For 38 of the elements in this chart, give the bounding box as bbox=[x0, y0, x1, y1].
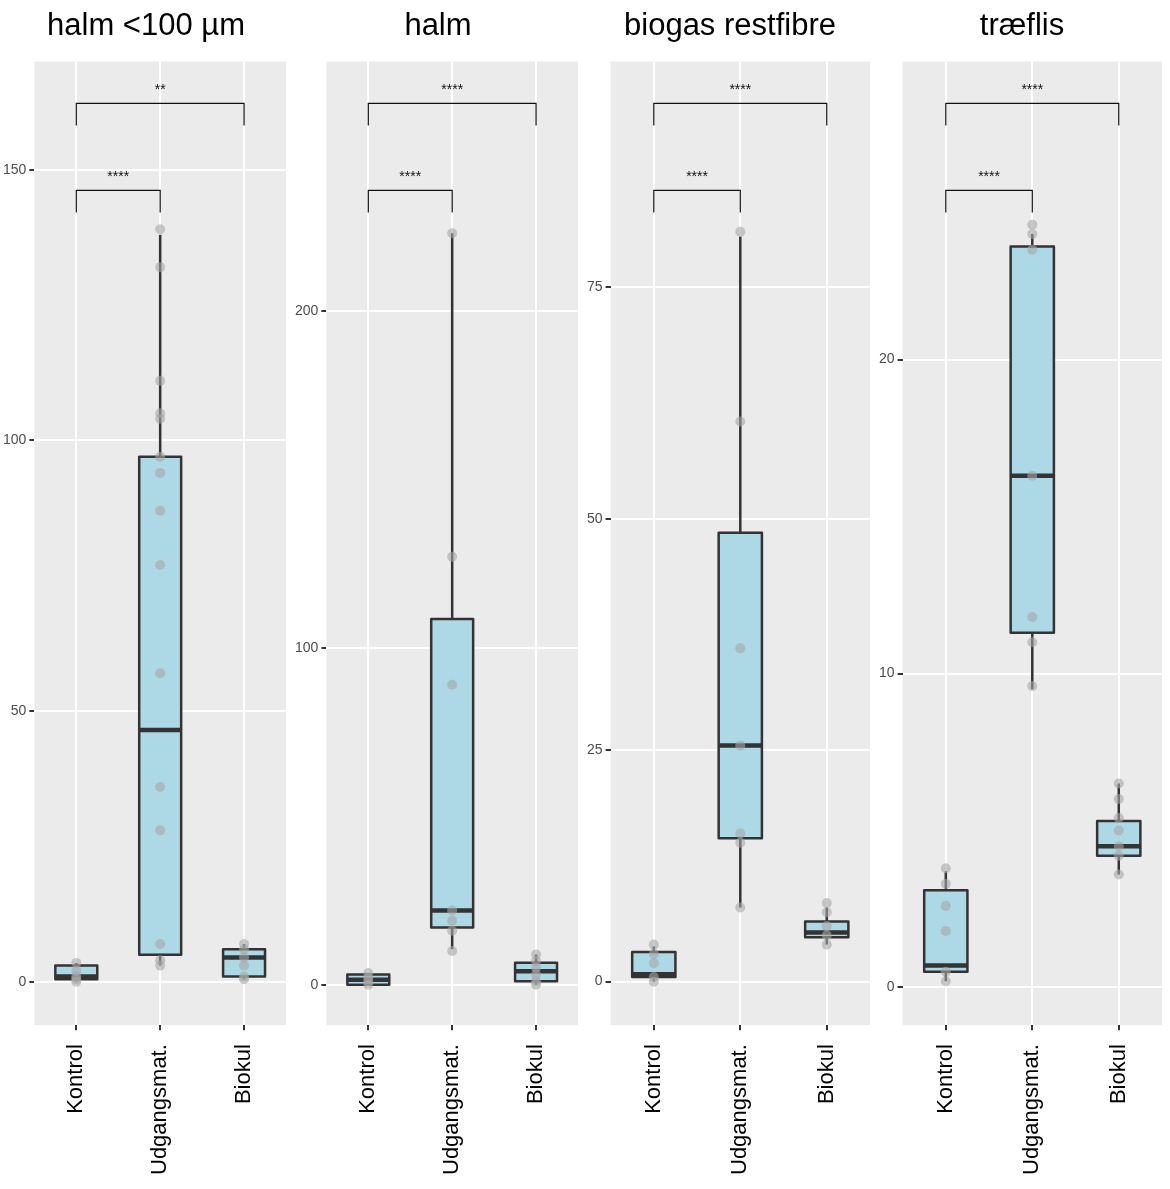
x-tick-label: Biokul bbox=[812, 1044, 838, 1105]
y-tick-label: 100 bbox=[3, 431, 27, 448]
y-tick-label: 20 bbox=[878, 350, 895, 367]
annotation: **** bbox=[441, 81, 464, 98]
x-tick-label: Udgangsmat. bbox=[1018, 1044, 1044, 1176]
x-tick-label: Biokul bbox=[522, 1044, 548, 1105]
annotation: **** bbox=[686, 168, 709, 185]
y-tick-label: 0 bbox=[886, 978, 895, 995]
y-tick-label: 25 bbox=[586, 741, 603, 758]
chart-title: halm <100 µm bbox=[46, 6, 246, 44]
y-tick-label: 100 bbox=[295, 638, 319, 655]
y-tick-label: 10 bbox=[878, 664, 895, 681]
y-tick-label: 0 bbox=[310, 975, 319, 992]
y-tick-label: 0 bbox=[18, 972, 27, 989]
x-tick-label: Udgangsmat. bbox=[726, 1044, 752, 1176]
y-tick-label: 150 bbox=[3, 160, 27, 177]
x-tick-label: Kontrol bbox=[639, 1044, 665, 1114]
annotation: **** bbox=[107, 168, 130, 185]
x-tick-label: Kontrol bbox=[931, 1044, 957, 1114]
chart-title: træflis bbox=[978, 6, 1066, 44]
x-tick-label: Kontrol bbox=[62, 1044, 88, 1114]
x-tick-label: Biokul bbox=[230, 1044, 256, 1105]
annotation: **** bbox=[978, 168, 1001, 185]
x-tick-label: Kontrol bbox=[354, 1044, 380, 1114]
y-tick-label: 50 bbox=[586, 509, 603, 526]
y-tick-label: 200 bbox=[295, 301, 319, 318]
y-tick-label: 75 bbox=[586, 278, 603, 295]
annotation: ** bbox=[154, 81, 167, 98]
y-tick-label: 0 bbox=[594, 972, 603, 989]
x-tick-label: Biokul bbox=[1104, 1044, 1130, 1105]
annotation: **** bbox=[729, 81, 752, 98]
annotation: **** bbox=[399, 168, 422, 185]
chart-title: halm bbox=[403, 6, 473, 44]
y-tick-label: 50 bbox=[10, 701, 27, 718]
chart-title: biogas restfibre bbox=[623, 6, 837, 44]
x-tick-label: Udgangsmat. bbox=[146, 1044, 172, 1176]
annotation: **** bbox=[1021, 81, 1044, 98]
x-tick-label: Udgangsmat. bbox=[438, 1044, 464, 1176]
